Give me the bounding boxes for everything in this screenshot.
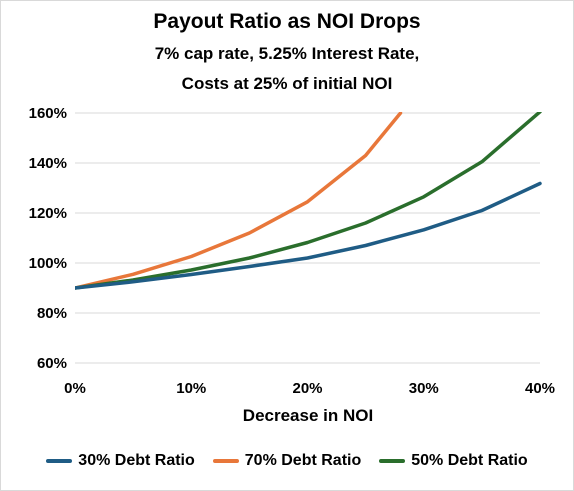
legend-swatch: [46, 459, 73, 463]
y-axis-ticks: 60% 80% 100% 120% 140% 160%: [29, 105, 67, 372]
x-axis-label: Decrease in NOI: [243, 406, 373, 425]
chart-subtitle-line1: 7% cap rate, 5.25% Interest Rate,: [154, 44, 420, 63]
y-tick-label: 120%: [29, 205, 67, 222]
series-line-70-debt-ratio: [75, 112, 403, 290]
y-tick-label: 160%: [29, 105, 67, 122]
y-tick-label: 80%: [37, 305, 67, 322]
series-line-50-debt-ratio: [75, 112, 542, 290]
series-lines: [75, 112, 542, 290]
x-axis-ticks: 0% 10% 20% 30% 40%: [64, 380, 555, 397]
legend-label: 30% Debt Ratio: [78, 452, 195, 469]
legend-label: 50% Debt Ratio: [411, 452, 528, 469]
x-tick-label: 0%: [64, 380, 86, 397]
legend-swatch: [379, 459, 406, 463]
x-tick-label: 40%: [525, 380, 555, 397]
x-tick-label: 20%: [292, 380, 322, 397]
y-tick-label: 60%: [37, 355, 67, 372]
legend-label: 70% Debt Ratio: [244, 452, 362, 469]
y-tick-label: 140%: [29, 155, 67, 172]
legend-item: 50% Debt Ratio: [379, 452, 528, 470]
legend-item: 70% Debt Ratio: [212, 452, 362, 470]
chart-subtitle-line2: Costs at 25% of initial NOI: [181, 74, 393, 93]
legend: 30% Debt Ratio 70% Debt Ratio 50% Debt Rat…: [0, 452, 574, 470]
x-tick-label: 30%: [409, 380, 439, 397]
gridlines: [75, 112, 540, 364]
x-tick-label: 10%: [176, 380, 206, 397]
chart-title: Payout Ratio as NOI Drops: [153, 10, 421, 33]
y-tick-label: 100%: [29, 255, 67, 272]
legend-swatch: [212, 459, 239, 463]
legend-item: 30% Debt Ratio: [46, 452, 195, 470]
series-line-30-debt-ratio: [75, 181, 542, 290]
